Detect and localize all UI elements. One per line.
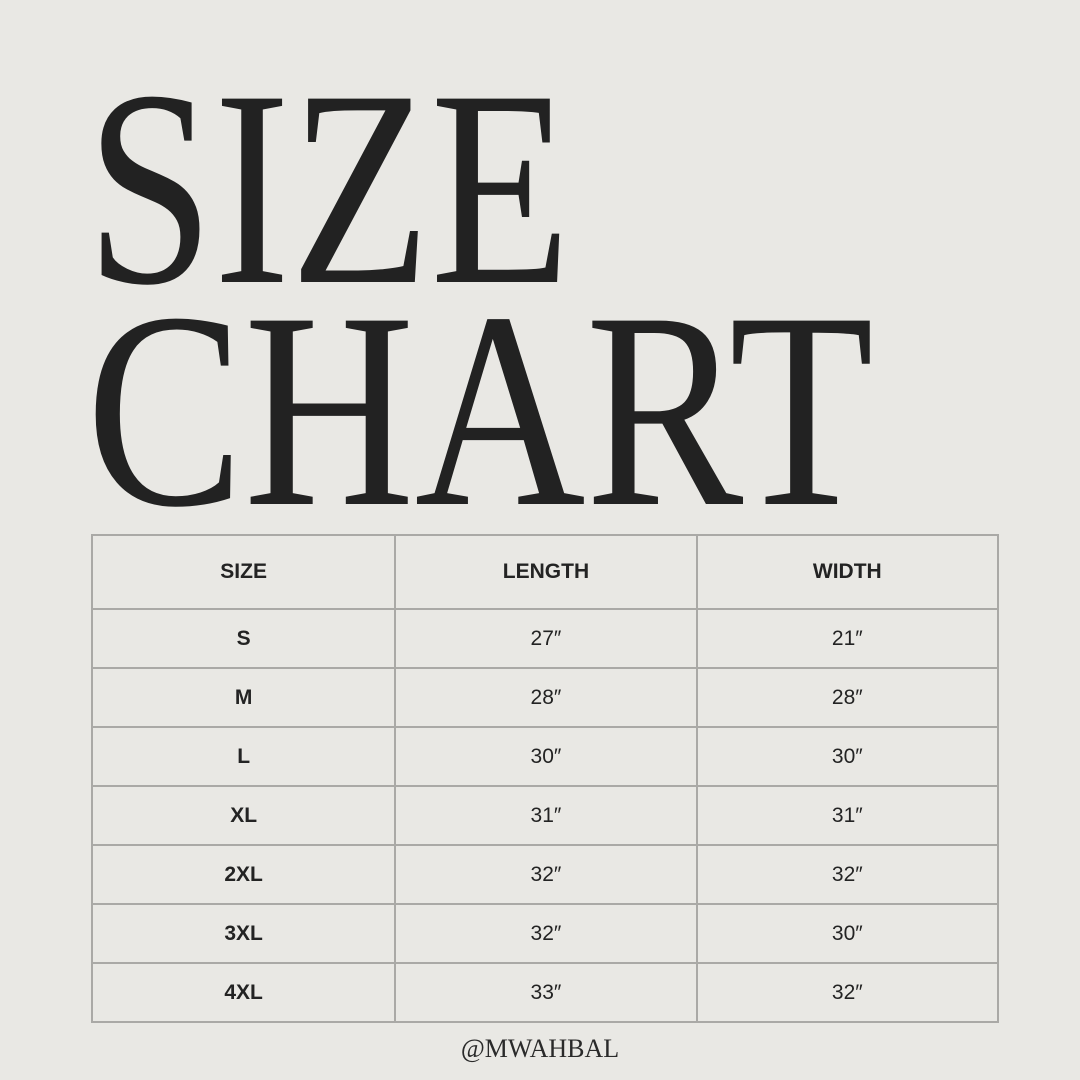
cell-size: 3XL xyxy=(90,903,397,964)
footer-handle: @MWAHBAL xyxy=(460,1034,620,1063)
table-row: 3XL 32″ 30″ xyxy=(90,903,1000,964)
size-table: SIZE LENGTH WIDTH S 27″ 21″ M 28″ 28″ L 30″ 30″ X… xyxy=(90,534,1000,1023)
cell-width: 31″ xyxy=(695,785,1000,846)
title-line-1: SIZE xyxy=(86,32,571,343)
cell-length: 32″ xyxy=(394,844,698,905)
cell-size: 2XL xyxy=(90,844,397,905)
cell-width: 21″ xyxy=(695,608,1000,669)
cell-size: M xyxy=(90,667,397,728)
header-width: WIDTH xyxy=(695,534,1000,610)
cell-size: L xyxy=(90,726,397,787)
cell-length: 32″ xyxy=(394,903,698,964)
cell-width: 30″ xyxy=(695,903,1000,964)
table-row: XL 31″ 31″ xyxy=(90,785,1000,846)
table-row: M 28″ 28″ xyxy=(90,667,1000,728)
cell-width: 30″ xyxy=(695,726,1000,787)
cell-width: 32″ xyxy=(695,962,1000,1023)
cell-width: 32″ xyxy=(695,844,1000,905)
table-header-row: SIZE LENGTH WIDTH xyxy=(90,534,1000,610)
header-length: LENGTH xyxy=(394,534,698,610)
cell-size: 4XL xyxy=(90,962,397,1023)
header-size: SIZE xyxy=(90,534,397,610)
cell-width: 28″ xyxy=(695,667,1000,728)
table-row: L 30″ 30″ xyxy=(90,726,1000,787)
table-row: 2XL 32″ 32″ xyxy=(90,844,1000,905)
cell-length: 28″ xyxy=(394,667,698,728)
title-line-2: CHART xyxy=(86,254,874,565)
cell-size: S xyxy=(90,608,397,669)
cell-length: 27″ xyxy=(394,608,698,669)
table-row: S 27″ 21″ xyxy=(90,608,1000,669)
cell-length: 31″ xyxy=(394,785,698,846)
cell-length: 33″ xyxy=(394,962,698,1023)
table-row: 4XL 33″ 32″ xyxy=(90,962,1000,1023)
cell-length: 30″ xyxy=(394,726,698,787)
cell-size: XL xyxy=(90,785,397,846)
